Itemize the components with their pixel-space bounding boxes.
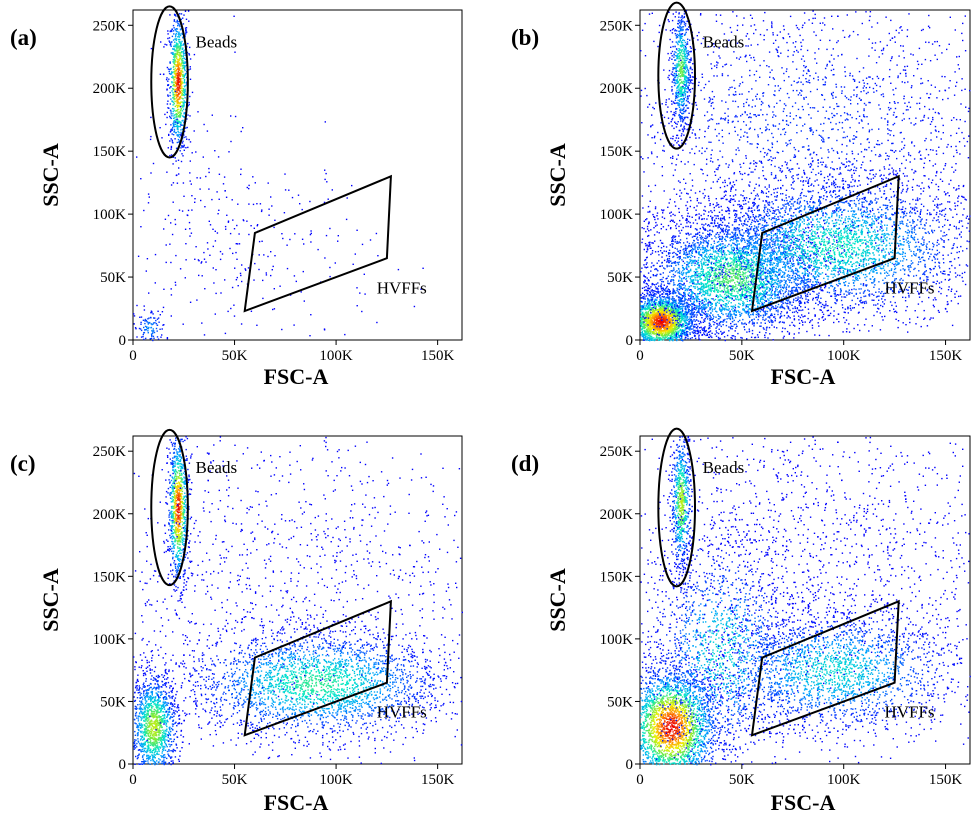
- x-tick-label: 50K: [729, 772, 755, 788]
- y-tick-label: 100K: [93, 632, 127, 648]
- x-tick-label: 100K: [319, 772, 353, 788]
- x-axis-title: FSC-A: [264, 790, 329, 815]
- hvffs-gate-label: HVFFs: [377, 703, 427, 722]
- y-tick-label: 200K: [93, 507, 127, 523]
- hvffs-gate-label: HVFFs: [884, 703, 934, 722]
- x-tick-label: 100K: [827, 348, 861, 364]
- panel-label: (c): [10, 451, 36, 476]
- x-tick-label: 50K: [222, 772, 248, 788]
- y-tick-label: 150K: [600, 144, 634, 160]
- y-tick-label: 150K: [93, 569, 127, 585]
- x-tick-label: 150K: [929, 348, 963, 364]
- y-axis-title: SSC-A: [545, 568, 570, 632]
- hvffs-gate-label: HVFFs: [884, 278, 934, 297]
- panel-label: (d): [511, 451, 539, 476]
- x-tick-label: 50K: [729, 348, 755, 364]
- y-tick-label: 0: [119, 757, 127, 773]
- y-tick-label: 100K: [600, 632, 634, 648]
- y-tick-label: 50K: [100, 694, 126, 710]
- x-tick-label: 50K: [222, 348, 248, 364]
- y-tick-label: 250K: [93, 444, 127, 460]
- y-tick-label: 250K: [600, 444, 634, 460]
- x-axis-title: FSC-A: [264, 364, 329, 389]
- x-tick-label: 0: [636, 348, 644, 364]
- y-tick-label: 250K: [600, 18, 634, 34]
- y-tick-label: 0: [626, 333, 634, 349]
- scatter-panel-c: Beads HVFFs 0 50K 100K 150K 0 50K 100K 150K 200K 25…: [10, 430, 463, 815]
- y-tick-label: 200K: [600, 81, 634, 97]
- beads-gate-label: Beads: [196, 32, 238, 51]
- y-tick-label: 150K: [600, 569, 634, 585]
- hvffs-gate-label: HVFFs: [377, 278, 427, 297]
- x-tick-label: 150K: [421, 772, 455, 788]
- panel-label: (b): [511, 25, 539, 50]
- y-tick-label: 200K: [93, 81, 127, 97]
- y-tick-label: 150K: [93, 144, 127, 160]
- beads-gate-label: Beads: [196, 458, 238, 477]
- scatter-panel-d: Beads HVFFs 0 50K 100K 150K 0 50K 100K 150K 200K 25…: [511, 429, 971, 815]
- x-tick-label: 0: [636, 772, 644, 788]
- y-tick-label: 100K: [600, 207, 634, 223]
- x-tick-label: 0: [129, 348, 137, 364]
- y-axis-title: SSC-A: [545, 143, 570, 207]
- x-axis-title: FSC-A: [771, 790, 836, 815]
- x-tick-label: 150K: [421, 348, 455, 364]
- y-axis-title: SSC-A: [38, 143, 63, 207]
- panel-label: (a): [10, 25, 37, 50]
- y-tick-label: 200K: [600, 507, 634, 523]
- scatter-panel-a: Beads HVFFs 0 50K 100K 150K 0 50K 100K 150K 200K 25…: [10, 6, 462, 389]
- beads-gate-label: Beads: [703, 32, 745, 51]
- y-tick-label: 250K: [93, 18, 127, 34]
- y-axis-title: SSC-A: [38, 568, 63, 632]
- x-tick-label: 100K: [827, 772, 861, 788]
- hvffs-gate: [752, 176, 899, 311]
- x-axis-title: FSC-A: [771, 364, 836, 389]
- x-tick-label: 150K: [929, 772, 963, 788]
- x-tick-label: 100K: [319, 348, 353, 364]
- y-tick-label: 50K: [607, 694, 633, 710]
- y-tick-label: 0: [626, 757, 634, 773]
- y-tick-label: 50K: [607, 270, 633, 286]
- y-tick-label: 100K: [93, 207, 127, 223]
- beads-gate-label: Beads: [703, 458, 745, 477]
- y-tick-label: 50K: [100, 270, 126, 286]
- y-tick-label: 0: [119, 333, 127, 349]
- hvffs-gate: [245, 176, 391, 311]
- scatter-panel-b: Beads HVFFs 0 50K 100K 150K 0 50K 100K 150K 200K 25…: [511, 3, 971, 389]
- x-tick-label: 0: [129, 772, 137, 788]
